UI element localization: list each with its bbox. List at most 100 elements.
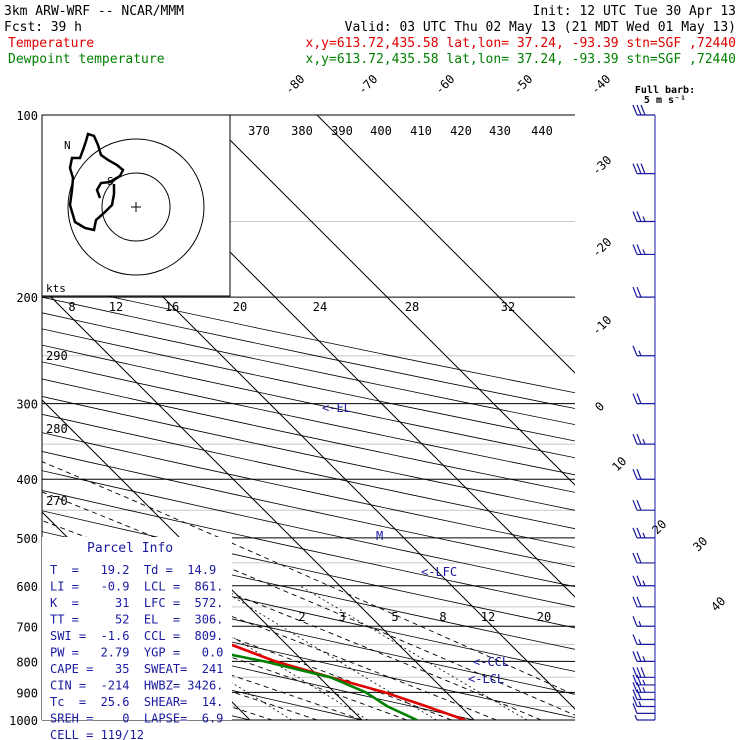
wind-barb-half-feather: [642, 687, 646, 693]
temperature-location: x,y=613.72,435.58 lat,lon= 37.24, -93.39…: [306, 36, 736, 51]
mixing-ratio-label: 3: [338, 610, 345, 624]
fcst-label: Fcst:: [4, 20, 43, 35]
pressure-tick-label: 100: [16, 109, 38, 123]
wind-barb-feather: [636, 596, 642, 608]
isotherm-label: -10: [589, 313, 614, 338]
wind-barb-feather: [632, 499, 638, 511]
theta-label-top: 430: [489, 124, 511, 138]
wind-barb-half-feather: [642, 580, 646, 587]
wind-barb-feather: [632, 552, 638, 564]
m-marker: M: [376, 529, 383, 543]
wind-barb-feather: [636, 682, 642, 693]
dry-adiabat: [42, 312, 575, 426]
wind-barb-feather: [636, 674, 642, 686]
isotherm-label: -50: [510, 72, 535, 97]
wind-barb-half-feather: [638, 621, 642, 627]
parcel-info-row: K = 31 LFC = 572.: [50, 596, 223, 610]
dry-adiabat: [42, 621, 475, 720]
wind-barb-half-feather: [642, 249, 646, 255]
dry-adiabat: [42, 574, 575, 695]
dry-adiabat: [42, 296, 575, 409]
wind-barb-feather: [640, 163, 646, 174]
wind-barb-feather: [632, 696, 638, 707]
hodograph-ring-label: 12: [109, 300, 123, 314]
wind-barb-half-feather: [638, 350, 642, 356]
isotherm-label: -60: [432, 72, 457, 97]
moist-adiabat: [42, 461, 575, 696]
hodograph-ring-labels: 8 12 16 20 24 28 32: [68, 300, 515, 314]
wind-barb-feather: [632, 616, 638, 627]
hodograph-trace: [68, 132, 125, 232]
theta-label-top: 440: [531, 124, 553, 138]
wind-barbs: [632, 104, 656, 721]
wind-barb-feather: [636, 689, 642, 700]
parcel-info-row: CELL = 119/12: [50, 728, 144, 740]
pressure-tick-label: 500: [16, 532, 38, 546]
hodograph: N S kts: [41, 114, 231, 297]
pressure-tick-label: 1000: [9, 714, 38, 728]
parcel-info-rows: T = 19.2 Td = 14.9 LI = -0.9 LCL = 861. K …: [50, 563, 223, 740]
wind-barb-feather: [632, 689, 638, 700]
wind-barb-feather: [636, 211, 642, 222]
isotherm-label: -30: [589, 153, 614, 178]
mixing-ratio-labels: 2 3 5 8 12 20: [298, 610, 551, 624]
wind-barb-feather: [632, 469, 638, 480]
lfc-marker: <-LFC: [421, 565, 457, 579]
isotherm-label: -20: [589, 235, 614, 260]
wind-barb-feather: [636, 104, 642, 116]
theta-label-side: 290: [46, 349, 68, 363]
hodograph-ring-label: 16: [165, 300, 179, 314]
isotherm-line: [42, 287, 475, 720]
theta-label-side: 280: [46, 422, 68, 436]
wind-barb-feather: [632, 163, 638, 174]
wind-barb-feather: [636, 244, 642, 255]
theta-label-top: 400: [370, 124, 392, 138]
hodograph-sfc-label: S: [107, 175, 114, 188]
wind-barb-feather: [632, 244, 638, 255]
wind-barb-half-feather: [642, 679, 646, 686]
wind-barb-feather: [632, 393, 638, 404]
dewpoint-legend: Dewpoint temperature: [8, 52, 165, 67]
wind-barb-feather: [632, 651, 638, 662]
wind-barb-feather: [632, 634, 638, 645]
moist-adiabat: [42, 593, 407, 720]
theta-label-side: 270: [46, 494, 68, 508]
level-annotations: <-EL <-LFC <-CCL <-LCL M: [322, 401, 509, 686]
wind-barb-feather: [640, 667, 646, 678]
mixing-ratio-label: 5: [391, 610, 398, 624]
hodograph-ring-label: 24: [313, 300, 327, 314]
pressure-tick-label: 600: [16, 580, 38, 594]
hodograph-ring-label: 32: [501, 300, 515, 314]
moist-adiabat: [42, 491, 575, 716]
wind-barb-half-feather: [642, 438, 646, 445]
parcel-info-row: LI = -0.9 LCL = 861.: [50, 580, 223, 594]
mixing-ratio-line: [214, 585, 437, 720]
wind-barb-feather: [632, 527, 638, 539]
hodograph-units: kts: [46, 282, 66, 295]
hodograph-n-label: N: [64, 139, 71, 152]
model-title: 3km ARW-WRF -- NCAR/MMM: [4, 4, 184, 19]
parcel-info-row: CIN = -214 HWBZ= 3426.: [50, 679, 223, 693]
isotherm-label: 0: [592, 399, 607, 414]
wind-barb-feather: [640, 104, 646, 116]
isotherm-label: 20: [649, 517, 669, 537]
fcst-value: 39 h: [51, 20, 82, 35]
wind-barb-feather: [636, 552, 642, 564]
wind-barb-feather: [636, 527, 642, 539]
dry-adiabat: [42, 490, 575, 608]
parcel-info-row: T = 19.2 Td = 14.9: [50, 563, 216, 577]
dry-adiabat: [42, 328, 575, 442]
pressure-tick-label: 400: [16, 473, 38, 487]
mixing-ratio-label: 20: [537, 610, 551, 624]
wind-barb-half-feather: [634, 714, 638, 721]
valid-time: Valid: 03 UTC Thu 02 May 13 (21 MDT Wed …: [345, 20, 736, 35]
parcel-info-row: SWI = -1.6 CCL = 809.: [50, 629, 223, 643]
wind-barb-feather: [632, 286, 638, 298]
mixing-ratio-label: 2: [298, 610, 305, 624]
wind-barb-feather: [632, 674, 638, 686]
wind-barb-feather: [636, 651, 642, 662]
lcl-marker: <-LCL: [468, 672, 504, 686]
isotherm-line: [42, 399, 363, 720]
isotherm-label: 30: [690, 534, 710, 554]
